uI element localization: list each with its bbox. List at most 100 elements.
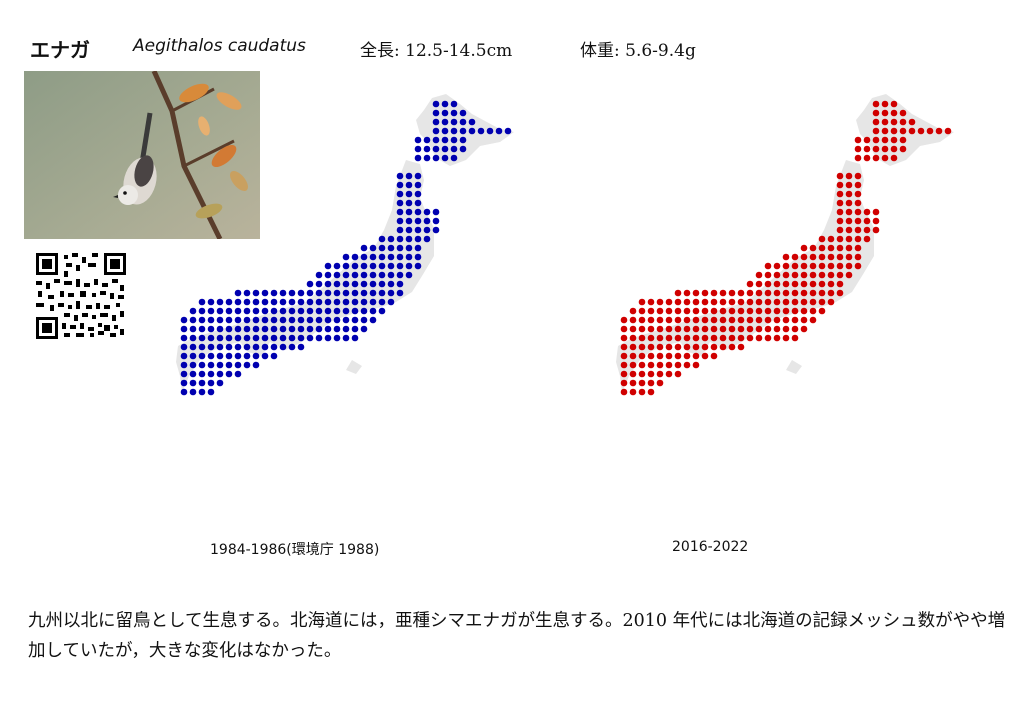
record-dot: [180, 361, 188, 369]
record-dot: [405, 190, 413, 198]
record-dot: [674, 289, 682, 297]
record-dot: [845, 217, 853, 225]
record-dot: [647, 307, 655, 315]
record-dot: [216, 370, 224, 378]
record-dot: [216, 343, 224, 351]
record-dot: [405, 253, 413, 261]
record-dot: [378, 298, 386, 306]
record-dot: [701, 343, 709, 351]
record-dot: [261, 352, 269, 360]
record-dot: [773, 280, 781, 288]
record-dot: [809, 289, 817, 297]
record-dot: [279, 289, 287, 297]
record-dot: [782, 325, 790, 333]
record-dot: [396, 199, 404, 207]
record-dot: [872, 118, 880, 126]
record-dot: [315, 298, 323, 306]
record-dot: [638, 325, 646, 333]
record-dot: [216, 361, 224, 369]
record-dot: [324, 334, 332, 342]
record-dot: [342, 334, 350, 342]
record-dot: [432, 154, 440, 162]
record-dot: [746, 280, 754, 288]
record-dot: [791, 316, 799, 324]
record-dot: [791, 280, 799, 288]
record-dot: [737, 289, 745, 297]
record-dot: [198, 388, 206, 396]
record-dot: [836, 235, 844, 243]
record-dot: [629, 307, 637, 315]
record-dot: [225, 316, 233, 324]
record-dot: [459, 109, 467, 117]
record-dot: [737, 343, 745, 351]
record-dot: [333, 307, 341, 315]
record-dot: [845, 199, 853, 207]
record-dot: [189, 388, 197, 396]
record-dot: [369, 244, 377, 252]
record-dot: [692, 298, 700, 306]
record-dot: [198, 298, 206, 306]
record-dot: [333, 271, 341, 279]
record-dot: [297, 298, 305, 306]
record-dot: [719, 325, 727, 333]
record-dot: [683, 352, 691, 360]
record-dot: [818, 271, 826, 279]
record-dot: [854, 172, 862, 180]
record-dot: [333, 334, 341, 342]
record-dot: [207, 379, 215, 387]
record-dot: [297, 289, 305, 297]
record-dot: [827, 244, 835, 252]
record-dot: [405, 271, 413, 279]
record-dot: [243, 298, 251, 306]
record-dot: [701, 298, 709, 306]
record-dot: [854, 262, 862, 270]
record-dot: [198, 316, 206, 324]
record-dot: [764, 289, 772, 297]
record-dot: [396, 217, 404, 225]
record-dot: [306, 334, 314, 342]
record-dot: [854, 208, 862, 216]
record-dot: [872, 208, 880, 216]
record-dot: [234, 334, 242, 342]
record-dot: [459, 145, 467, 153]
record-dot: [207, 361, 215, 369]
record-dot: [764, 316, 772, 324]
record-dot: [881, 118, 889, 126]
record-dot: [189, 334, 197, 342]
record-dot: [252, 307, 260, 315]
record-dot: [647, 379, 655, 387]
record-dot: [881, 136, 889, 144]
record-dot: [315, 325, 323, 333]
record-dot: [423, 154, 431, 162]
record-dot: [198, 352, 206, 360]
record-dot: [728, 343, 736, 351]
record-dot: [324, 280, 332, 288]
record-dot: [773, 271, 781, 279]
record-dot: [432, 208, 440, 216]
record-dot: [755, 334, 763, 342]
record-dot: [800, 298, 808, 306]
record-dot: [845, 190, 853, 198]
record-dot: [647, 334, 655, 342]
record-dot: [198, 334, 206, 342]
record-dot: [414, 172, 422, 180]
record-dot: [342, 271, 350, 279]
record-dot: [854, 217, 862, 225]
record-dot: [647, 316, 655, 324]
record-dot: [791, 325, 799, 333]
record-dot: [746, 334, 754, 342]
record-dot: [674, 361, 682, 369]
record-dot: [414, 244, 422, 252]
record-dot: [396, 172, 404, 180]
record-dot: [863, 217, 871, 225]
record-dot: [288, 289, 296, 297]
record-dot: [782, 262, 790, 270]
record-dot: [423, 145, 431, 153]
record-dot: [764, 325, 772, 333]
record-dot: [243, 307, 251, 315]
record-dot: [234, 316, 242, 324]
record-dot: [827, 253, 835, 261]
record-dot: [378, 289, 386, 297]
record-dot: [872, 226, 880, 234]
record-dot: [800, 307, 808, 315]
